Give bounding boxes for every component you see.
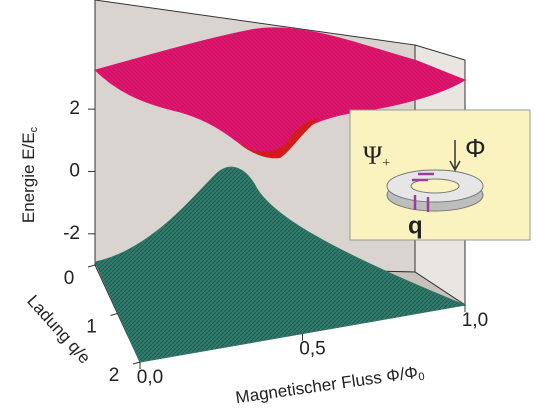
z-tick-label: 0 [69,160,80,181]
y-tick-label: 2 [109,365,120,386]
x-tick-label: 0,0 [137,367,163,388]
inset-flux: Φ [465,133,486,163]
inset-charge: q [408,212,423,239]
x-axis-label: Magnetischer Fluss Φ/Φ0 [234,362,425,409]
y-tick-label: 1 [86,317,97,338]
x-tick-label: 0,5 [299,339,325,360]
chart: Ψ+ Φ q Energie E/Ec Ladung q/e Magnetisc… [0,0,539,412]
y-tick [88,265,95,267]
z-tick-label: -2 [63,223,80,244]
x-tick-label: 1,0 [462,310,488,331]
y-axis-label: Ladung q/e [23,291,94,367]
y-tick [111,314,118,316]
y-tick [133,362,140,364]
z-tick-label: 2 [69,98,80,119]
y-tick-label: 0 [64,268,75,289]
z-axis-label: Energie E/Ec [19,126,39,223]
